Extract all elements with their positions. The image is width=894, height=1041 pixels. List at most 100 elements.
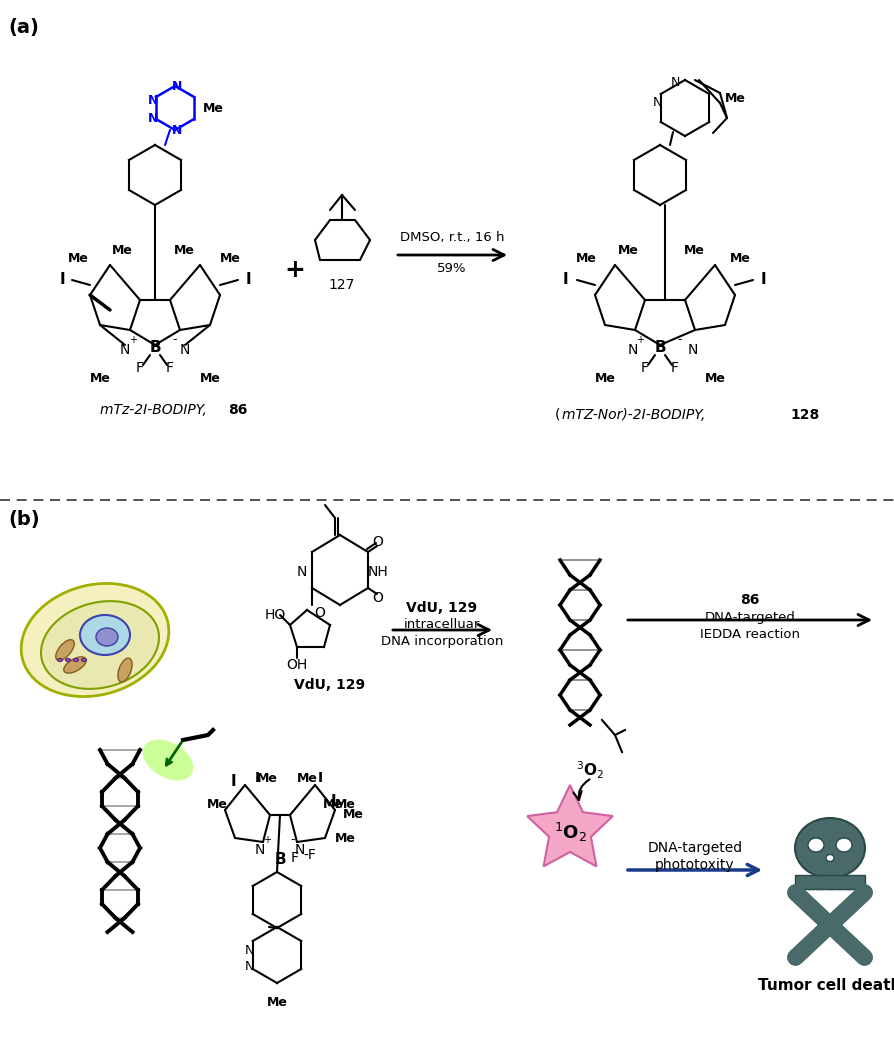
Text: DNA incorporation: DNA incorporation [380,635,502,649]
Text: Me: Me [112,244,132,256]
Text: -: - [291,834,295,846]
Bar [815,877,822,889]
Text: N: N [180,342,190,357]
Text: Me: Me [89,372,110,384]
Text: B: B [274,853,285,867]
Ellipse shape [55,639,74,660]
Text: Me: Me [704,372,725,384]
Ellipse shape [41,601,159,689]
Text: I: I [245,273,250,287]
Text: N: N [687,342,697,357]
Ellipse shape [73,659,79,661]
Text: VdU, 129: VdU, 129 [294,678,365,692]
Text: DNA-targeted: DNA-targeted [646,841,742,855]
Text: intracelluar: intracelluar [403,618,480,632]
Text: (: ( [554,408,560,422]
Ellipse shape [835,838,851,852]
Text: Me: Me [67,252,89,264]
Text: 86: 86 [228,403,247,417]
Text: N: N [244,943,253,957]
Text: I: I [317,771,323,785]
Text: O: O [372,591,383,605]
Text: Me: Me [296,771,317,785]
Text: N: N [294,843,305,857]
Text: N: N [652,97,661,109]
Text: B: B [654,340,665,355]
Text: Me: Me [266,996,287,1010]
Bar [805,877,813,889]
Text: NH: NH [367,565,388,579]
Text: Me: Me [729,252,749,264]
Text: 127: 127 [328,278,355,291]
Ellipse shape [794,818,864,878]
Text: Me: Me [207,798,227,812]
Text: (a): (a) [8,18,38,37]
Text: 59%: 59% [437,261,467,275]
Text: +: + [263,835,271,845]
Text: $^3$O$_2$: $^3$O$_2$ [575,759,603,781]
Text: mTZ-Nor)-2I-BODIPY,: mTZ-Nor)-2I-BODIPY, [561,408,709,422]
Text: -: - [173,333,177,347]
Text: Me: Me [594,372,615,384]
Text: N: N [255,843,265,857]
Text: Me: Me [199,372,220,384]
Text: N: N [172,79,182,93]
Ellipse shape [65,659,71,661]
Text: +: + [636,335,644,345]
Ellipse shape [81,659,87,661]
Text: N: N [172,124,182,136]
Text: I: I [759,273,765,287]
Text: Me: Me [683,244,704,256]
Text: B: B [149,340,161,355]
Text: $^1$O$_2$: $^1$O$_2$ [552,820,586,843]
Text: N: N [148,111,158,125]
Ellipse shape [21,583,169,696]
Text: N: N [627,342,637,357]
Text: I: I [254,771,259,785]
Text: 86: 86 [739,593,759,607]
Ellipse shape [63,657,86,674]
Text: 128: 128 [789,408,818,422]
Text: Me: Me [618,244,638,256]
Text: F: F [291,850,299,865]
Text: I: I [561,273,567,287]
Text: HO: HO [264,608,285,623]
Text: N: N [244,961,253,973]
Text: F: F [165,361,173,375]
Text: I: I [59,273,64,287]
Text: mTz-2I-BODIPY,: mTz-2I-BODIPY, [100,403,211,417]
Text: N: N [148,94,158,106]
Text: N: N [120,342,130,357]
Text: VdU, 129: VdU, 129 [406,601,477,615]
Text: +: + [129,335,137,345]
Text: Me: Me [724,92,745,104]
Bar [836,877,842,889]
Text: (b): (b) [8,510,39,529]
Text: Me: Me [334,798,355,812]
Text: O: O [314,606,325,620]
Ellipse shape [118,658,132,682]
Text: F: F [670,361,679,375]
Text: F: F [136,361,144,375]
Bar [794,875,864,889]
Text: Me: Me [257,771,277,785]
Polygon shape [527,785,612,866]
Ellipse shape [825,855,833,862]
Text: phototoxity: phototoxity [654,858,734,872]
Text: -F: -F [303,848,316,862]
Text: IEDDA reaction: IEDDA reaction [699,628,799,640]
Text: Me: Me [323,797,343,811]
Text: Me: Me [334,832,356,844]
Text: Me: Me [174,244,195,256]
Bar [846,877,853,889]
Ellipse shape [57,659,63,661]
Text: -: - [677,333,681,347]
Text: N: N [297,565,307,579]
Ellipse shape [80,615,130,655]
Ellipse shape [807,838,823,852]
Bar [825,877,832,889]
Ellipse shape [142,739,193,781]
Text: Tumor cell death: Tumor cell death [757,977,894,992]
Text: DNA-targeted: DNA-targeted [704,610,795,624]
Text: N: N [670,76,679,88]
